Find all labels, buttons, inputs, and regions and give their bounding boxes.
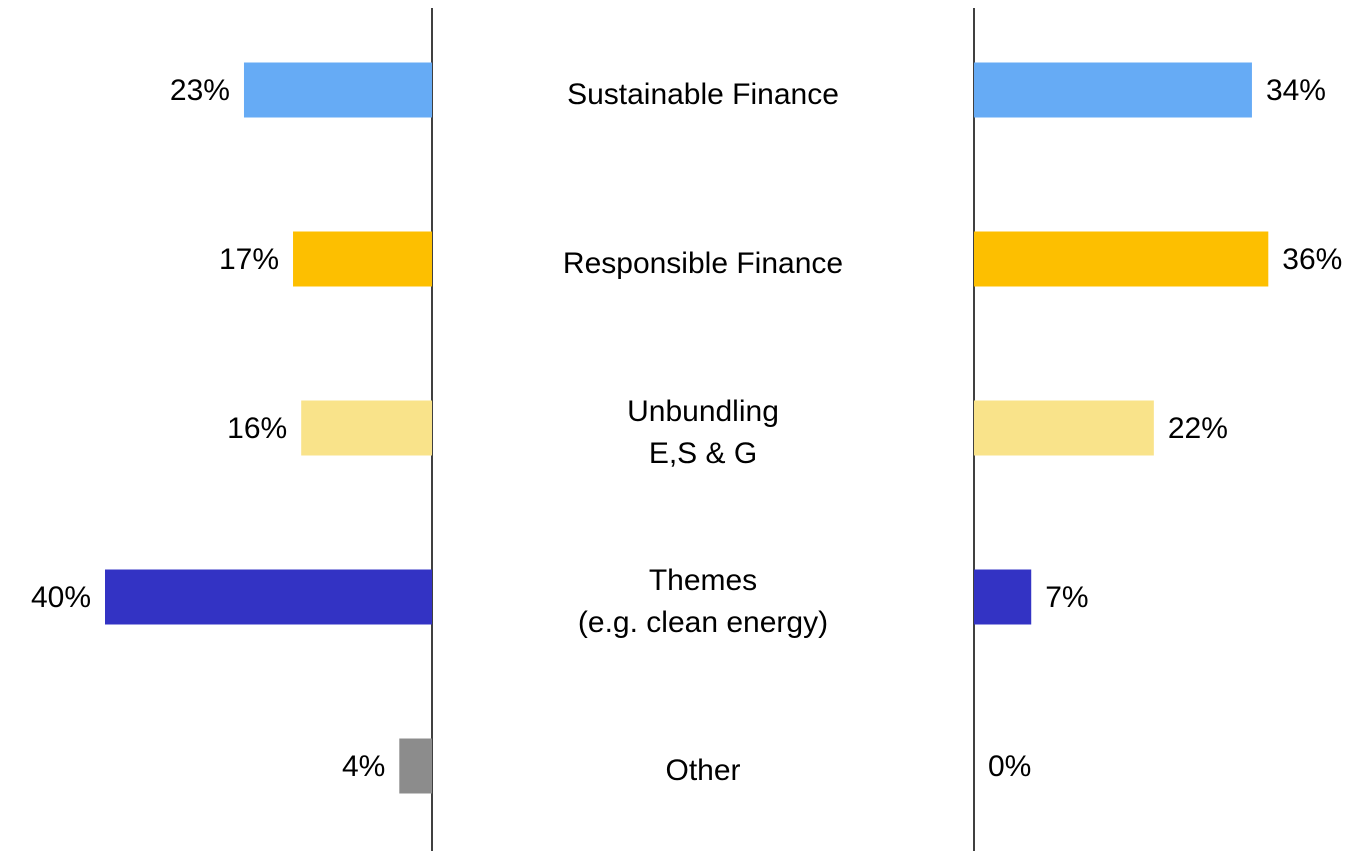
bar xyxy=(293,231,432,287)
value-label: 36% xyxy=(1282,243,1342,276)
value-label: 34% xyxy=(1266,74,1326,107)
bar xyxy=(974,569,1032,625)
value-label: 4% xyxy=(342,750,385,783)
category-label: Other xyxy=(665,754,740,787)
category-label: Responsible Finance xyxy=(563,247,843,280)
value-label: 22% xyxy=(1168,412,1228,445)
bar xyxy=(105,569,432,625)
bar xyxy=(399,738,432,794)
category-label: Themes (e.g. clean energy) xyxy=(578,564,828,639)
value-label: 7% xyxy=(1045,581,1088,614)
value-label: 16% xyxy=(227,412,287,445)
category-label: Sustainable Finance xyxy=(567,78,839,111)
category-label: Unbundling E,S & G xyxy=(627,395,779,470)
value-label: 17% xyxy=(219,243,279,276)
bar xyxy=(301,400,432,456)
value-label: 40% xyxy=(31,581,91,614)
bar xyxy=(974,400,1154,456)
bar xyxy=(243,62,432,118)
bar xyxy=(974,231,1269,287)
value-label: 0% xyxy=(988,750,1031,783)
bar xyxy=(974,62,1252,118)
value-label: 23% xyxy=(170,74,230,107)
